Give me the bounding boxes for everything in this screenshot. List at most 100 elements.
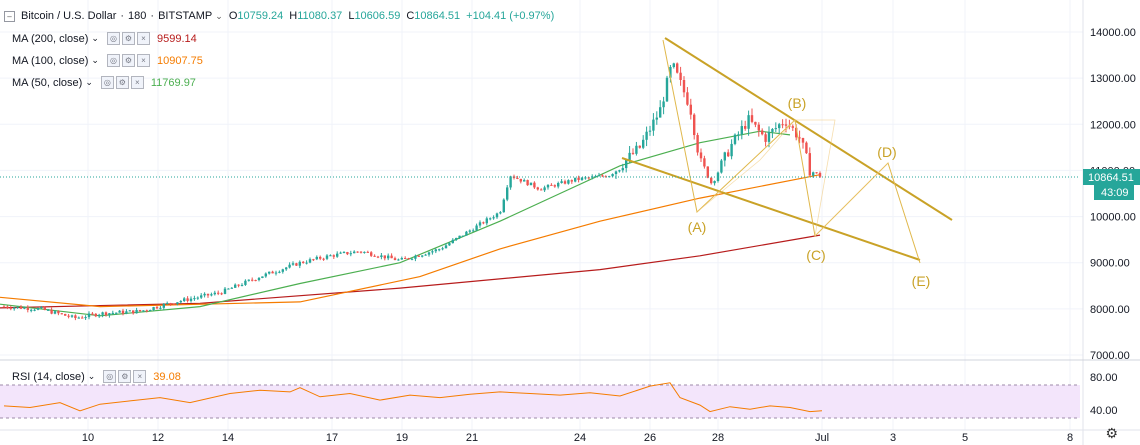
indicator-ma200[interactable]: MA (200, close) ⌄ ◎ ⚙ × 9599.14 — [12, 32, 197, 45]
time-tick-label: 21 — [466, 432, 478, 444]
visibility-icon[interactable]: ◎ — [106, 32, 120, 45]
open-label: O — [228, 10, 238, 22]
candle-body — [162, 303, 165, 308]
symbol-name[interactable]: Bitcoin / U.S. Dollar — [21, 10, 117, 22]
indicator-ma100[interactable]: MA (100, close) ⌄ ◎ ⚙ × 10907.75 — [12, 54, 203, 67]
candle-body — [461, 235, 465, 237]
candle-body — [798, 137, 801, 139]
candle-body — [155, 307, 159, 309]
candle-body — [679, 72, 682, 81]
close-value: 10864.51 — [414, 10, 461, 22]
visibility-icon[interactable]: ◎ — [103, 370, 117, 383]
candle-body — [312, 259, 315, 261]
ma-line — [0, 174, 821, 308]
chevron-down-icon[interactable]: ⌄ — [85, 77, 93, 87]
candle-body — [682, 80, 686, 93]
candle-body — [485, 218, 488, 224]
rsi-series — [3, 382, 823, 413]
close-icon[interactable]: × — [136, 32, 150, 45]
candle-body — [186, 298, 189, 301]
candle-body — [77, 317, 80, 319]
candle-body — [64, 313, 67, 316]
candle-body — [230, 287, 233, 289]
indicator-value: 9599.14 — [156, 32, 197, 45]
chevron-down-icon[interactable]: ⌄ — [91, 55, 99, 65]
time-tick-label: 24 — [574, 432, 586, 444]
candle-body — [801, 137, 805, 143]
chevron-down-icon[interactable]: ⌄ — [215, 10, 223, 21]
wave-label: (B) — [788, 95, 807, 111]
candle-body — [550, 184, 553, 186]
candle-body — [706, 166, 709, 178]
candle-body — [152, 307, 155, 310]
candle-body — [818, 172, 822, 177]
candle-body — [172, 303, 176, 305]
candle-body — [625, 159, 628, 169]
candle-body — [767, 131, 771, 142]
candle-body — [53, 311, 57, 314]
candle-body — [526, 180, 529, 186]
candle-body — [499, 212, 502, 214]
countdown-label: 43:09 — [1101, 187, 1129, 199]
candle-body — [546, 184, 550, 188]
candle-body — [601, 175, 604, 177]
grid-lines — [0, 0, 1083, 430]
interval[interactable]: 180 — [128, 10, 147, 22]
high-label: H — [289, 10, 298, 22]
candlestick-series — [2, 62, 822, 321]
candle-body — [115, 312, 118, 314]
indicator-rsi[interactable]: RSI (14, close) ⌄ ◎ ⚙ × 39.08 — [12, 370, 181, 383]
candle-body — [210, 294, 213, 296]
candle-body — [594, 176, 597, 178]
candle-body — [9, 307, 12, 309]
low-value: 10606.59 — [354, 10, 401, 22]
candle-body — [390, 255, 393, 259]
candle-body — [200, 295, 203, 298]
candle-body — [261, 276, 264, 278]
candle-body — [268, 271, 271, 274]
candle-body — [264, 273, 267, 277]
settings-icon[interactable]: ⚙ — [118, 370, 132, 383]
close-icon[interactable]: × — [130, 76, 144, 89]
close-icon[interactable]: × — [133, 370, 147, 383]
chevron-down-icon[interactable]: ⌄ — [87, 371, 96, 381]
candle-body — [81, 317, 84, 319]
exchange: BITSTAMP — [158, 10, 213, 22]
candle-body — [217, 292, 220, 294]
indicator-value: 10907.75 — [156, 54, 203, 67]
chevron-down-icon[interactable]: ⌄ — [91, 33, 99, 43]
candle-body — [795, 127, 798, 138]
candle-body — [611, 174, 614, 177]
candle-body — [812, 172, 815, 176]
indicator-label: RSI (14, close) — [12, 370, 85, 383]
price-axis: 14000.0013000.0012000.0011000.0010000.00… — [1082, 0, 1140, 445]
close-icon[interactable]: × — [136, 54, 150, 67]
visibility-icon[interactable]: ◎ — [100, 76, 114, 89]
close-label: C — [406, 10, 415, 22]
wave-label: (E) — [912, 273, 931, 289]
settings-icon[interactable]: ⚙ — [121, 32, 135, 45]
price-tick-label: 12000.00 — [1090, 119, 1136, 131]
candle-body — [254, 280, 257, 282]
candle-body — [478, 222, 482, 226]
candle-body — [36, 308, 40, 310]
candle-body — [730, 143, 733, 157]
rsi-pane: 80.00 40.00 — [0, 359, 1140, 419]
collapse-icon[interactable]: – — [4, 10, 15, 22]
candle-body — [529, 182, 533, 186]
candle-body — [631, 152, 635, 154]
settings-icon[interactable]: ⚙ — [121, 54, 135, 67]
candle-body — [23, 307, 26, 309]
candle-body — [274, 272, 278, 274]
open-value: 10759.24 — [237, 10, 284, 22]
settings-icon[interactable]: ⚙ — [115, 76, 129, 89]
candle-body — [149, 309, 152, 311]
indicator-ma50[interactable]: MA (50, close) ⌄ ◎ ⚙ × 11769.97 — [12, 76, 196, 89]
visibility-icon[interactable]: ◎ — [106, 54, 120, 67]
candle-body — [121, 310, 125, 314]
candle-body — [784, 124, 788, 126]
gear-icon[interactable]: ⚙ — [1105, 425, 1118, 441]
candle-body — [574, 177, 577, 182]
time-tick-label: 26 — [644, 432, 656, 444]
